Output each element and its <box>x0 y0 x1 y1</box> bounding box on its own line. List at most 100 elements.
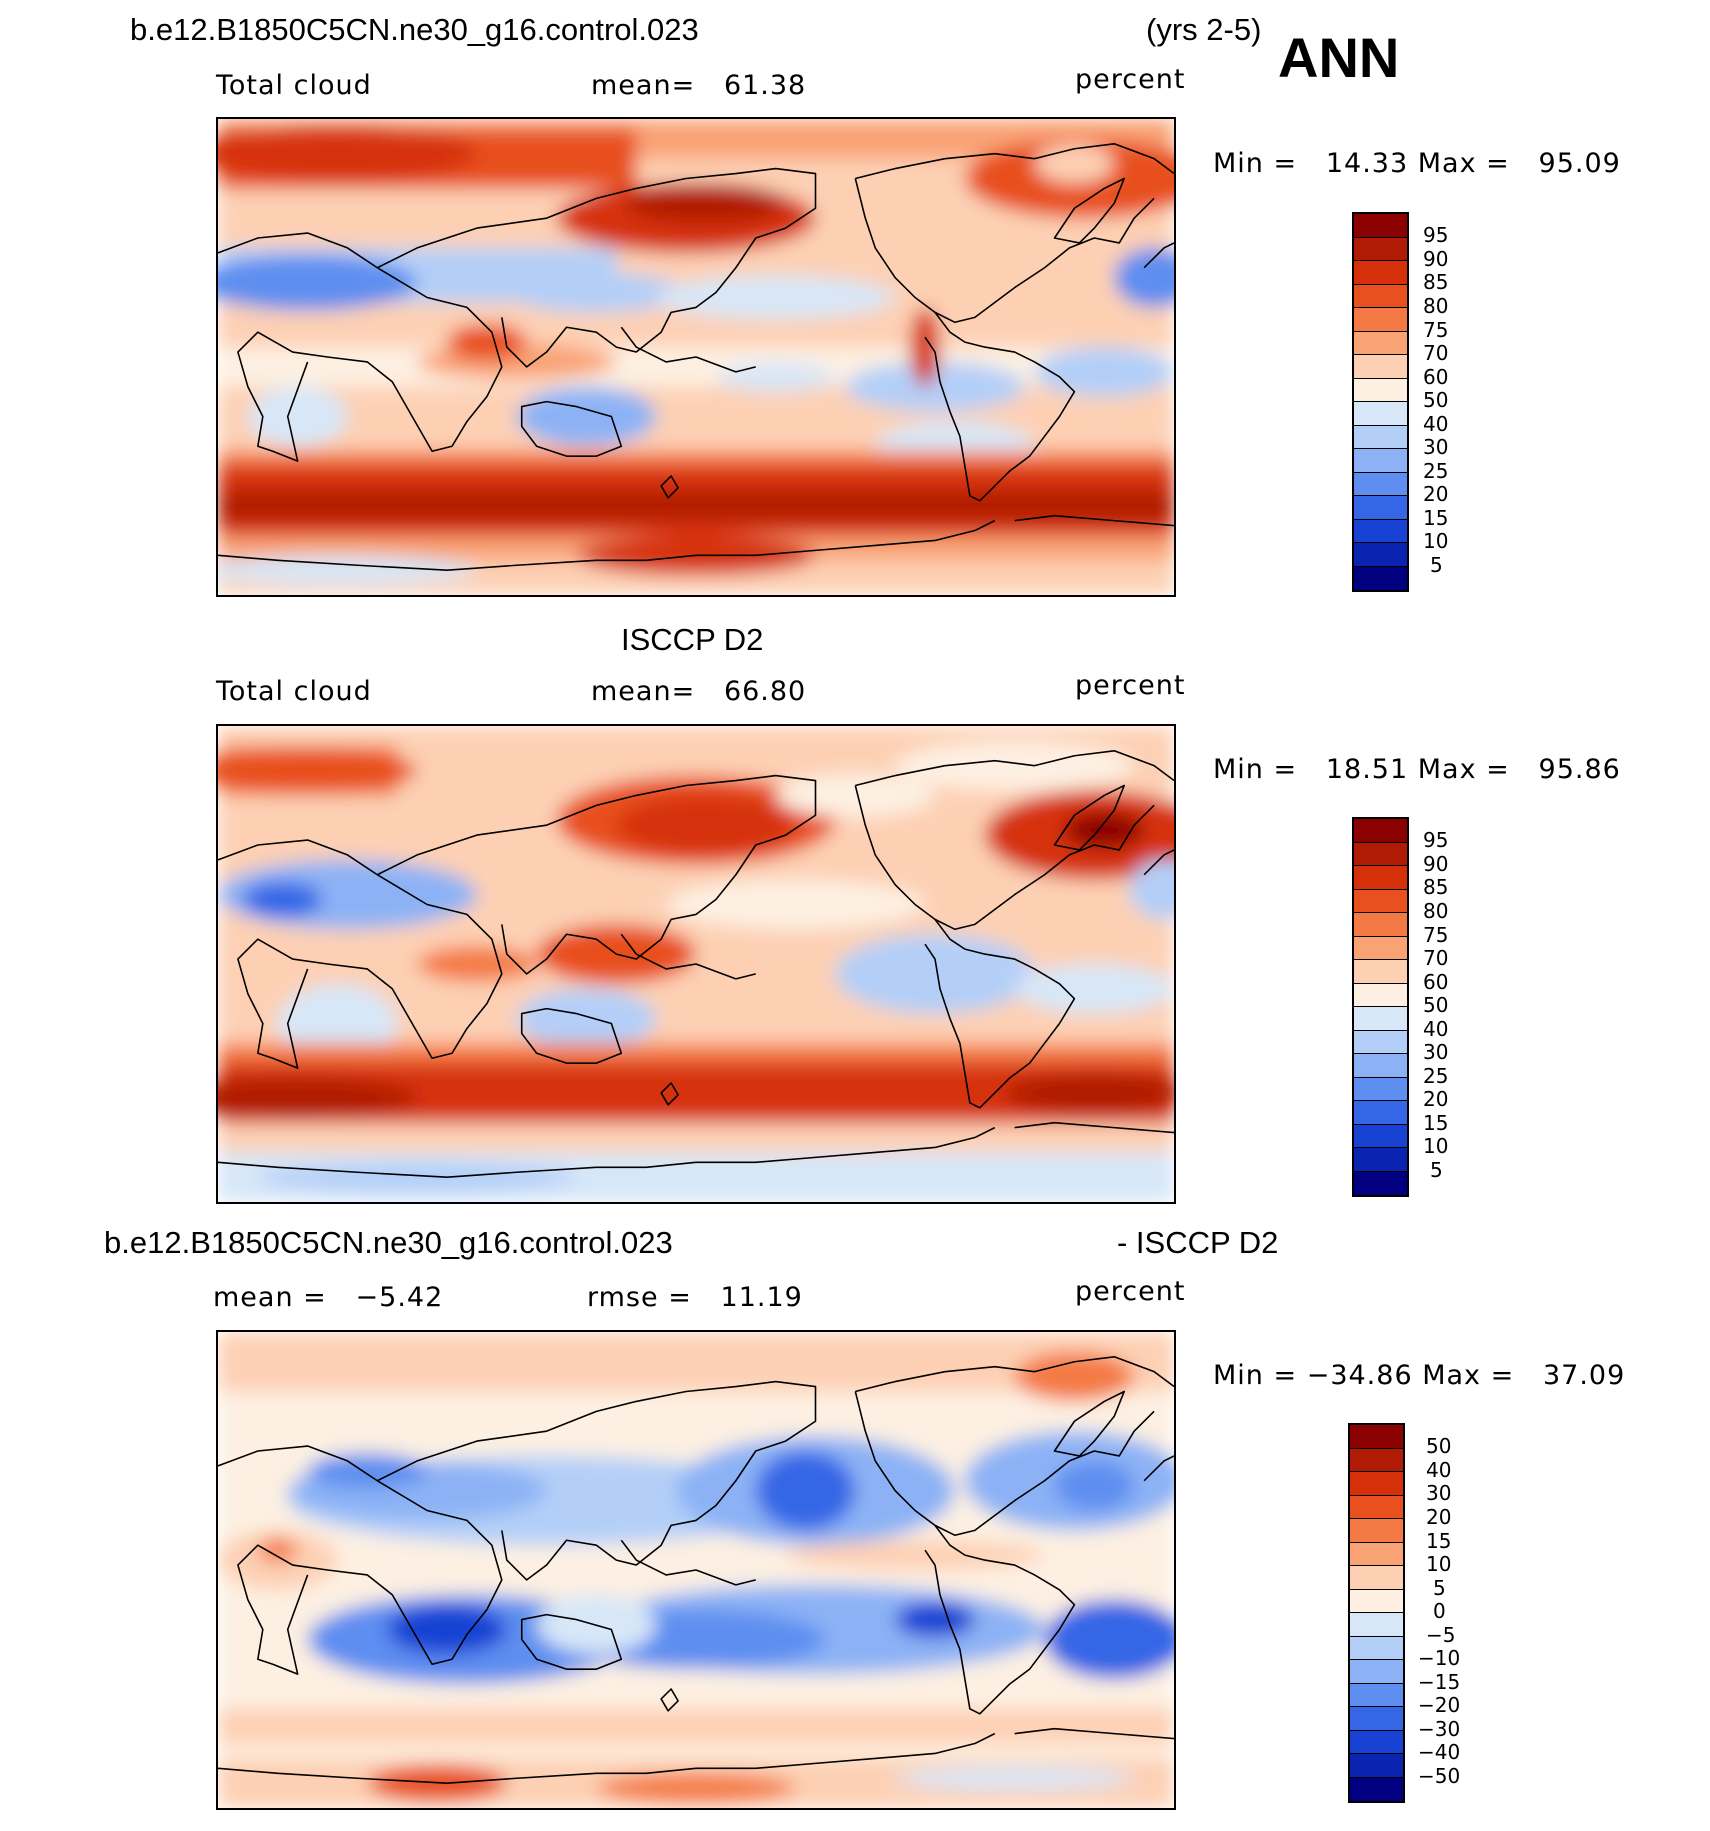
colorbar-segment <box>1354 261 1407 285</box>
colorbar-segment <box>1354 936 1407 960</box>
panel1-variable-label: Total cloud <box>216 70 372 101</box>
colorbar-segment <box>1350 1754 1403 1778</box>
colorbar-tick-label: 15 <box>1423 506 1449 530</box>
colorbar-segment <box>1354 842 1407 866</box>
colorbar-segment <box>1354 308 1407 332</box>
colorbar-segment <box>1354 425 1407 449</box>
colorbar-segment <box>1354 819 1407 843</box>
colorbar-tick-label: 90 <box>1423 852 1449 876</box>
colorbar-tick-label: 95 <box>1423 223 1449 247</box>
colorbar-tick-label: 30 <box>1423 435 1449 459</box>
colorbar-segment <box>1354 402 1407 426</box>
panel2-title: ISCCP D2 <box>621 622 764 657</box>
panel3-title-left: b.e12.B1850C5CN.ne30_g16.control.023 <box>104 1225 673 1260</box>
colorbar-tick-label: 15 <box>1423 1111 1449 1135</box>
colorbar-segment <box>1354 566 1407 590</box>
colorbar-tick-label: 5 <box>1430 1158 1443 1182</box>
colorbar-segment <box>1350 1448 1403 1472</box>
colorbar-segment <box>1354 284 1407 308</box>
colorbar-segment <box>1350 1636 1403 1660</box>
colorbar-tick-label: −15 <box>1418 1670 1461 1694</box>
colorbar-tick-label: −30 <box>1418 1717 1461 1741</box>
colorbar-segment <box>1354 889 1407 913</box>
colorbar-segment <box>1350 1683 1403 1707</box>
colorbar-tick-label: 20 <box>1426 1505 1452 1529</box>
panel1-units-label: percent <box>1075 64 1186 95</box>
panel1-mean-label: mean= 61.38 <box>591 70 807 101</box>
colorbar-segment <box>1354 237 1407 261</box>
colorbar-segment <box>1354 1077 1407 1101</box>
colorbar-tick-label: 70 <box>1423 946 1449 970</box>
panel3-rmse-label: rmse = 11.19 <box>587 1282 803 1313</box>
colorbar-tick-label: 0 <box>1433 1599 1446 1623</box>
colorbar-segment <box>1350 1495 1403 1519</box>
colorbar-tick-label: 75 <box>1423 318 1449 342</box>
colorbar-tick-label: 80 <box>1423 899 1449 923</box>
colorbar-tick-label: 50 <box>1426 1434 1452 1458</box>
panel3-title-right: - ISCCP D2 <box>1117 1225 1279 1260</box>
colorbar-tick-label: 95 <box>1423 828 1449 852</box>
colorbar-segment <box>1354 543 1407 567</box>
colorbar-segment <box>1350 1777 1403 1801</box>
colorbar-segment <box>1350 1660 1403 1684</box>
colorbar-tick-label: 20 <box>1423 1087 1449 1111</box>
colorbar-segment <box>1350 1519 1403 1543</box>
colorbar-tick-label: 5 <box>1430 553 1443 577</box>
colorbar-segment <box>1354 913 1407 937</box>
panel2-variable-label: Total cloud <box>216 676 372 707</box>
colorbar-segment <box>1354 1007 1407 1031</box>
colorbar-tick-label: 60 <box>1423 365 1449 389</box>
colorbar-tick-label: 10 <box>1423 529 1449 553</box>
colorbar-tick-label: 25 <box>1423 1064 1449 1088</box>
colorbar-segment <box>1354 1054 1407 1078</box>
colorbar-tick-label: −20 <box>1418 1693 1461 1717</box>
colorbar-segment <box>1354 449 1407 473</box>
panel3-units-label: percent <box>1075 1276 1186 1307</box>
panel3-minmax-label: Min = −34.86 Max = 37.09 <box>1213 1360 1626 1391</box>
colorbar-tick-label: 85 <box>1423 875 1449 899</box>
panel1-map <box>216 117 1176 597</box>
panel3-colorbar <box>1348 1423 1405 1803</box>
colorbar-segment <box>1350 1613 1403 1637</box>
colorbar-segment <box>1354 496 1407 520</box>
colorbar-tick-label: 40 <box>1423 412 1449 436</box>
colorbar-tick-label: −50 <box>1418 1764 1461 1788</box>
colorbar-segment <box>1350 1425 1403 1449</box>
colorbar-tick-label: −5 <box>1426 1623 1456 1647</box>
colorbar-segment <box>1350 1542 1403 1566</box>
colorbar-tick-label: 40 <box>1423 1017 1449 1041</box>
colorbar-tick-label: 50 <box>1423 388 1449 412</box>
colorbar-tick-label: 90 <box>1423 247 1449 271</box>
colorbar-segment <box>1350 1589 1403 1613</box>
colorbar-segment <box>1354 519 1407 543</box>
years-label: (yrs 2-5) <box>1146 12 1262 47</box>
colorbar-tick-label: 75 <box>1423 923 1449 947</box>
colorbar-segment <box>1350 1730 1403 1754</box>
colorbar-tick-label: 30 <box>1423 1040 1449 1064</box>
colorbar-segment <box>1354 1124 1407 1148</box>
colorbar-tick-label: −40 <box>1418 1740 1461 1764</box>
colorbar-segment <box>1354 1030 1407 1054</box>
colorbar-tick-label: −10 <box>1418 1646 1461 1670</box>
colorbar-tick-label: 60 <box>1423 970 1449 994</box>
panel3-map <box>216 1330 1176 1810</box>
colorbar-segment <box>1354 214 1407 238</box>
colorbar-segment <box>1354 1171 1407 1195</box>
colorbar-segment <box>1350 1566 1403 1590</box>
colorbar-tick-label: 80 <box>1423 294 1449 318</box>
colorbar-segment <box>1354 1148 1407 1172</box>
panel2-mean-label: mean= 66.80 <box>591 676 807 707</box>
colorbar-segment <box>1354 866 1407 890</box>
panel1-colorbar <box>1352 212 1409 592</box>
colorbar-tick-label: 10 <box>1423 1134 1449 1158</box>
colorbar-tick-label: 5 <box>1433 1576 1446 1600</box>
colorbar-segment <box>1354 960 1407 984</box>
panel2-minmax-label: Min = 18.51 Max = 95.86 <box>1213 754 1621 785</box>
colorbar-segment <box>1350 1472 1403 1496</box>
colorbar-segment <box>1354 983 1407 1007</box>
case-title: b.e12.B1850C5CN.ne30_g16.control.023 <box>130 12 699 47</box>
colorbar-tick-label: 15 <box>1426 1529 1452 1553</box>
colorbar-segment <box>1354 1101 1407 1125</box>
panel2-units-label: percent <box>1075 670 1186 701</box>
colorbar-segment <box>1354 355 1407 379</box>
